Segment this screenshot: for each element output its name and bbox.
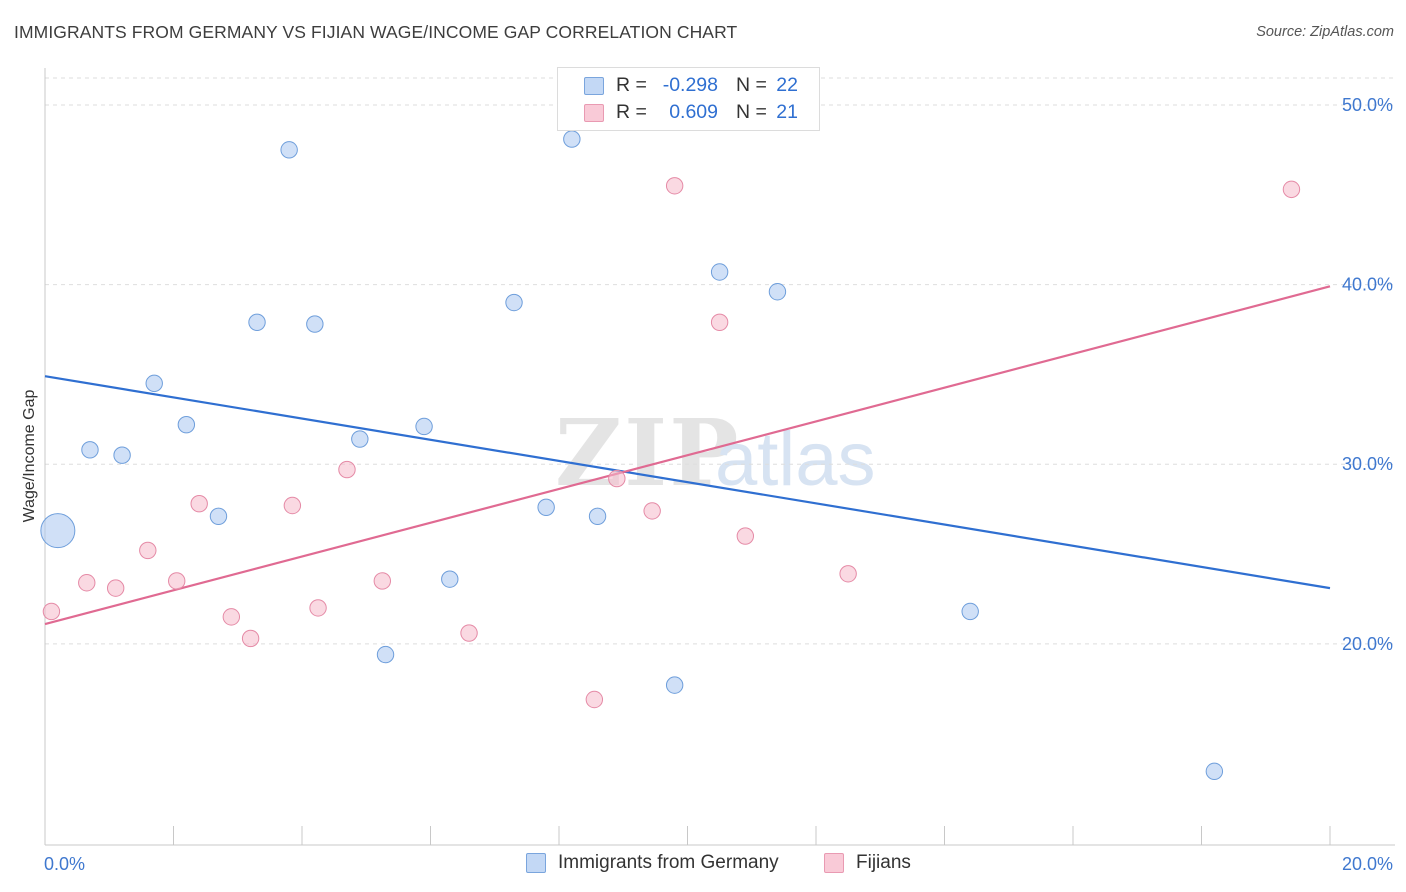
gridlines (45, 77, 1395, 645)
axes (44, 68, 1395, 846)
point-germany (768, 283, 787, 301)
legend-r-label: R = (616, 74, 647, 96)
legend-n-value-fijians: 21 (776, 101, 798, 123)
legend-r-label: R = (616, 101, 647, 123)
correlation-legend: R = -0.298 N = 22 R = 0.609 N = 21 (557, 67, 820, 131)
y-tick-label: 30.0% (1342, 454, 1393, 474)
chart-title: IMMIGRANTS FROM GERMANY VS FIJIAN WAGE/I… (14, 22, 738, 42)
point-germany (306, 315, 324, 333)
point-germany (177, 415, 196, 434)
point-germany (665, 676, 684, 694)
series-label-fijians: Fijians (856, 852, 911, 873)
point-fijians (309, 599, 327, 617)
point-germany (710, 263, 729, 281)
point-germany (248, 313, 266, 331)
series-swatch-fijians (824, 853, 844, 873)
point-fijians (106, 579, 125, 597)
x-tick-label: 20.0% (1342, 854, 1393, 874)
point-fijians (460, 624, 478, 642)
point-fijians (241, 629, 260, 648)
legend-swatch-germany (584, 77, 604, 95)
legend-n-label: N = (736, 101, 767, 123)
point-germany (563, 130, 581, 148)
point-germany (415, 417, 433, 436)
point-germany (113, 446, 131, 464)
y-tick-label: 50.0% (1342, 95, 1393, 115)
tick-labels: 20.0% 30.0% 40.0% 50.0% 0.0% 20.0% (44, 95, 1393, 874)
point-germany (961, 602, 979, 621)
legend-r-value-fijians: 0.609 (669, 101, 718, 123)
legend-swatch-fijians (584, 104, 604, 122)
watermark-zip: ZIP (555, 399, 740, 507)
watermark-atlas: atlas (715, 417, 876, 502)
point-germany (537, 498, 555, 517)
point-fijians (222, 608, 241, 626)
legend-n-label: N = (736, 74, 767, 96)
point-germany (351, 430, 369, 448)
point-fijians (168, 572, 186, 590)
point-fijians (710, 313, 729, 331)
point-germany (145, 374, 163, 393)
point-fijians (665, 177, 684, 195)
point-germany (1205, 762, 1224, 781)
point-germany (588, 507, 607, 525)
point-fijians (736, 527, 755, 545)
point-fijians (283, 496, 302, 515)
point-fijians (78, 574, 96, 592)
data-points (40, 130, 1301, 781)
point-fijians (643, 502, 661, 520)
chart-source: Source: ZipAtlas.com (1256, 24, 1394, 40)
watermark: ZIP atlas (555, 399, 876, 507)
point-fijians (608, 469, 626, 488)
series-label-germany: Immigrants from Germany (558, 852, 779, 873)
point-fijians (839, 565, 857, 583)
x-tick-label: 0.0% (44, 854, 85, 874)
point-fijians (139, 541, 157, 560)
legend-n-value-germany: 22 (776, 74, 798, 96)
point-fijians (190, 495, 208, 513)
point-fijians (585, 690, 604, 709)
y-tick-label: 40.0% (1342, 275, 1393, 295)
trend-line-germany (44, 375, 1331, 590)
point-fijians (1282, 180, 1301, 199)
y-axis-label: Wage/Income Gap (21, 390, 38, 523)
point-germany (441, 570, 459, 588)
point-germany (40, 513, 76, 549)
point-fijians (373, 572, 392, 590)
series-legend: Immigrants from Germany Fijians (0, 850, 1406, 880)
point-germany (280, 141, 298, 159)
trend-lines (44, 285, 1331, 626)
point-fijians (42, 602, 61, 621)
trend-line-fijians (44, 285, 1331, 626)
series-swatch-germany (526, 853, 546, 873)
point-germany (81, 441, 99, 459)
y-tick-label: 20.0% (1342, 634, 1393, 654)
legend-r-value-germany: -0.298 (662, 74, 718, 96)
point-germany (209, 507, 228, 525)
point-fijians (338, 460, 356, 479)
point-germany (376, 645, 395, 664)
point-germany (505, 293, 523, 312)
